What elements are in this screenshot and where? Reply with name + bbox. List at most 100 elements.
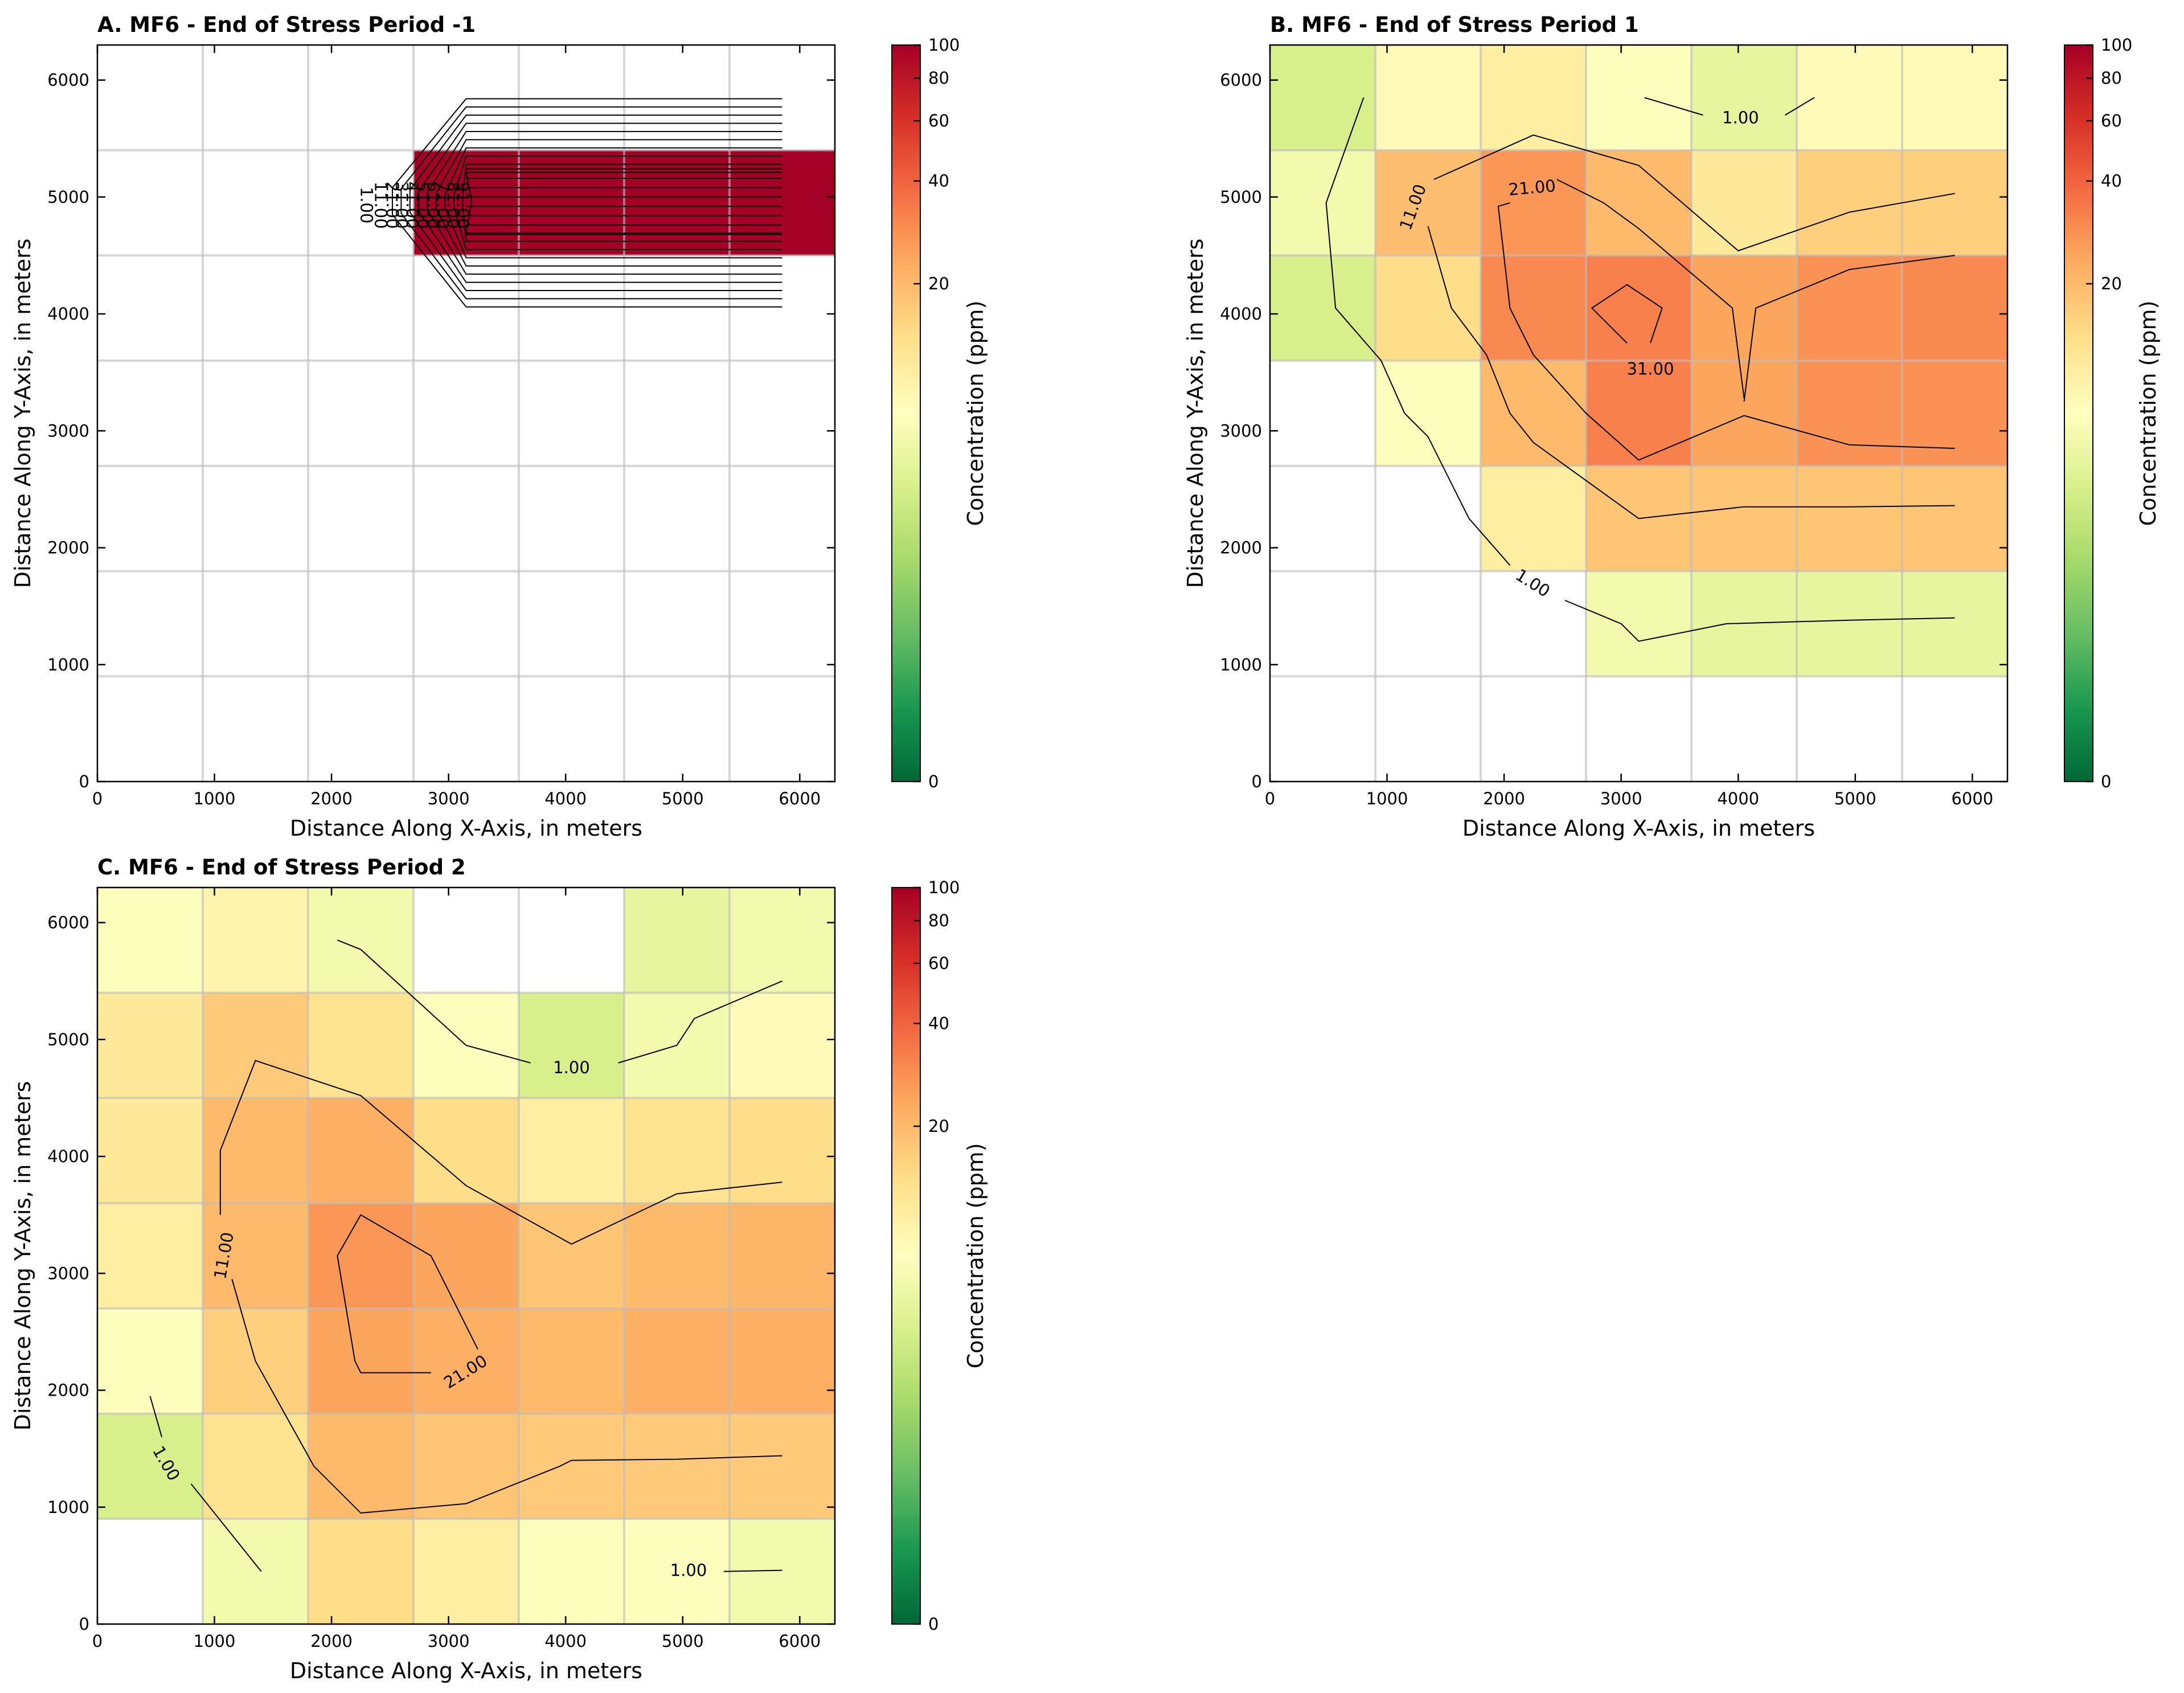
contour-line [337, 1214, 478, 1373]
heatmap-cell [1375, 150, 1481, 256]
heatmap-cell [1481, 465, 1586, 571]
panel-C: C. MF6 - End of Stress Period 21.0011.00… [10, 855, 988, 1683]
y-tick-label: 3000 [47, 421, 89, 440]
heatmap-cell [1375, 45, 1481, 150]
heatmap-cell [1797, 255, 1902, 361]
heatmap-cell [1586, 45, 1691, 150]
panel-title: C. MF6 - End of Stress Period 2 [97, 855, 466, 880]
y-tick-label: 5000 [47, 187, 89, 207]
heatmap-cell [413, 1519, 519, 1624]
x-tick-label: 1000 [194, 1631, 236, 1651]
y-tick-label: 5000 [47, 1030, 89, 1049]
contour-label: 61.00 [424, 182, 443, 229]
colorbar-label: Concentration (ppm) [2136, 301, 2161, 526]
x-axis-label: Distance Along X-Axis, in meters [290, 1658, 642, 1683]
x-tick-label: 3000 [428, 1631, 470, 1651]
heatmap-cell [308, 888, 413, 993]
contour-line [1556, 179, 1745, 398]
heatmap-cell [1270, 45, 1375, 150]
x-tick-label: 6000 [778, 1631, 821, 1651]
x-tick-label: 1000 [194, 789, 236, 808]
heatmap-cell [624, 888, 730, 993]
colorbar-tick-label: 80 [2101, 68, 2122, 88]
plot-frame [1269, 44, 2009, 783]
colorbar-tick-label: 40 [928, 1014, 949, 1033]
heatmap-cell [308, 1203, 413, 1308]
colorbar-tick-label: 100 [2101, 35, 2132, 55]
heatmap-cell [730, 992, 835, 1098]
heatmap-cell [1481, 255, 1586, 361]
x-tick-label: 5000 [1834, 789, 1876, 808]
heatmap-cell [203, 888, 308, 993]
colorbar-tick-label: 60 [928, 111, 949, 130]
contour-line [149, 1396, 163, 1437]
x-axis-label: Distance Along X-Axis, in meters [290, 816, 642, 841]
contour-label: 91.00 [453, 182, 472, 229]
heatmap-cell [519, 1098, 624, 1204]
x-tick-label: 5000 [662, 789, 704, 808]
contour-label: 21.00 [383, 182, 402, 229]
contour-line [400, 106, 782, 300]
heatmap-cell [203, 1203, 308, 1308]
heatmap-cell [1270, 255, 1375, 361]
contour-label: 31.00 [392, 182, 411, 229]
contour-label: 11.00 [371, 182, 390, 229]
y-tick-label: 2000 [47, 538, 89, 558]
contour-label: 1.00 [553, 1058, 590, 1077]
colorbar-tick-label: 0 [928, 772, 939, 791]
contour-label: 81.00 [444, 182, 463, 229]
heatmap-cell [1375, 361, 1481, 466]
heatmap-cell [308, 1308, 413, 1414]
contour-line [436, 139, 782, 267]
x-tick-label: 6000 [1951, 789, 1993, 808]
x-tick-label: 0 [1265, 789, 1275, 808]
heatmap-cell [1797, 571, 1902, 677]
heatmap-cell [97, 1098, 203, 1204]
colorbar-tick-label: 60 [928, 954, 949, 973]
contour-line [392, 98, 782, 308]
x-tick-label: 2000 [310, 1631, 353, 1651]
colorbar [891, 44, 921, 782]
heatmap-cell [1902, 150, 2007, 256]
heatmap-cell [624, 1203, 730, 1308]
plot-frame [96, 886, 836, 1625]
contour-line [453, 155, 782, 251]
panel-title: B. MF6 - End of Stress Period 1 [1270, 13, 1639, 37]
heatmap-cell [97, 1203, 203, 1308]
heatmap-cell [730, 1098, 835, 1204]
contour-label: 1.00 [1722, 108, 1759, 127]
colorbar-tick-label: 100 [928, 878, 960, 897]
contour-line [465, 171, 782, 234]
y-tick-label: 3000 [1220, 421, 1262, 440]
heatmap-cell [624, 1308, 730, 1414]
heatmap-cell [1797, 361, 1902, 466]
heatmap-cell [1797, 150, 1902, 256]
contour-label: 71.00 [433, 182, 452, 229]
contour-line [1433, 134, 1955, 252]
x-tick-label: 2000 [1483, 789, 1525, 808]
heatmap-cell [730, 888, 835, 993]
plot-frame [96, 44, 836, 783]
x-tick-label: 6000 [778, 789, 821, 808]
contour-line [427, 130, 782, 275]
heatmap-cell [1691, 361, 1797, 466]
contour-label: 1.00 [357, 187, 376, 224]
heatmap-cell [1586, 571, 1691, 677]
y-tick-label: 2000 [47, 1381, 89, 1400]
contour-line [219, 1060, 782, 1245]
x-tick-label: 5000 [662, 1631, 704, 1651]
panel-title: A. MF6 - End of Stress Period -1 [97, 13, 476, 37]
y-tick-label: 6000 [47, 71, 89, 90]
contour-line [1743, 255, 1955, 402]
y-tick-label: 6000 [1220, 71, 1262, 90]
heatmap-cell [203, 1413, 308, 1519]
heatmap-cell [1586, 255, 1691, 361]
contour-line [444, 147, 782, 259]
contour-line [409, 114, 782, 291]
heatmap-cell [97, 888, 203, 993]
y-tick-label: 0 [1252, 772, 1262, 791]
colorbar-tick-label: 20 [2101, 274, 2122, 293]
x-tick-label: 0 [92, 789, 103, 808]
y-tick-label: 2000 [1220, 538, 1262, 558]
y-tick-label: 1000 [1220, 655, 1262, 674]
